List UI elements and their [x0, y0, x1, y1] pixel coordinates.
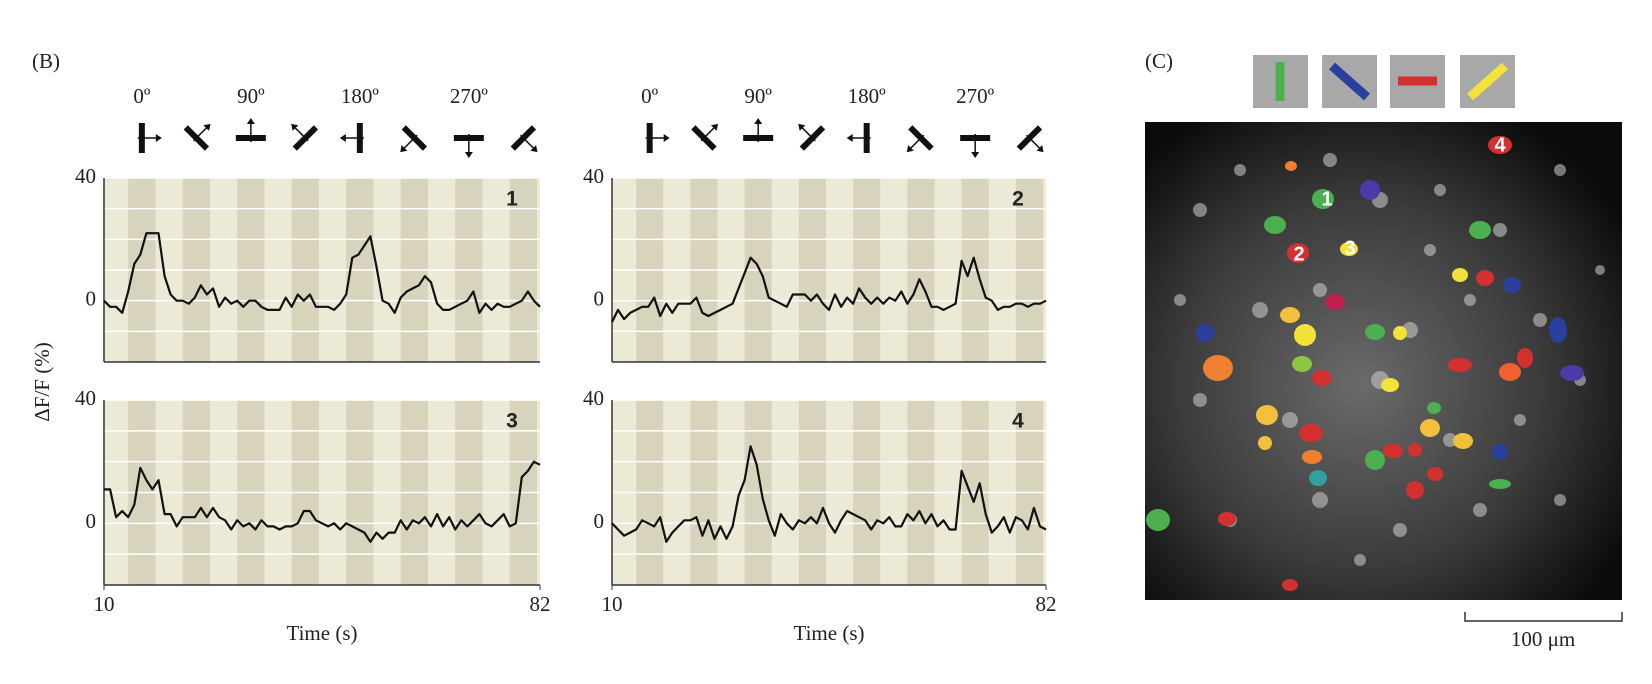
direction-label: 270º: [450, 84, 489, 108]
direction-icon: [846, 123, 871, 153]
y-tick-label: 40: [75, 164, 96, 188]
direction-icon: [510, 125, 538, 153]
direction-label: 90º: [744, 84, 772, 108]
y-tick-label: 0: [86, 286, 97, 310]
x-axis-label: Time (s): [287, 621, 358, 645]
trace: [104, 460, 541, 543]
y-tick-label: 0: [594, 286, 605, 310]
chart-title: 3: [506, 410, 518, 433]
direction-icon: [400, 125, 428, 153]
y-axis-label: ΔF/F (%): [30, 342, 54, 421]
icon-arrowhead: [846, 134, 853, 142]
chart-title: 4: [1012, 410, 1024, 433]
direction-icon: [1016, 125, 1044, 153]
panel-label: (B): [32, 49, 60, 73]
icon-arrowhead: [754, 118, 763, 124]
icon-arrowhead: [464, 152, 473, 158]
stimulus-key: [1253, 55, 1515, 108]
y-tick-label: 40: [75, 386, 96, 410]
icon-arrowhead: [798, 123, 806, 131]
direction-label: 0º: [133, 84, 151, 108]
direction-icon: [691, 123, 719, 151]
icon-arrowhead: [291, 123, 299, 131]
icon-arrowhead: [246, 118, 255, 124]
cell-label: 3: [1344, 237, 1355, 259]
trace: [103, 232, 541, 314]
cell-label: 2: [1293, 243, 1304, 265]
direction-icon: [645, 123, 670, 153]
direction-icon: [743, 118, 774, 142]
cell-label: 4: [1494, 134, 1506, 156]
icon-arrowhead: [1036, 145, 1044, 153]
x-tick-label: 82: [1036, 592, 1057, 616]
direction-label: 90º: [237, 84, 265, 108]
x-tick-label: 10: [602, 592, 623, 616]
chart-title: 2: [1012, 188, 1024, 211]
icon-arrowhead: [203, 123, 211, 131]
direction-icon: [453, 134, 484, 158]
icon-arrowhead: [400, 145, 408, 153]
direction-icon: [339, 123, 364, 153]
y-tick-label: 40: [583, 164, 604, 188]
y-tick-label: 40: [583, 386, 604, 410]
panel-label: (C): [1145, 49, 1173, 73]
direction-label: 180º: [848, 84, 887, 108]
x-tick-label: 82: [530, 592, 551, 616]
trace: [611, 256, 1047, 323]
chart-title: 1: [506, 188, 518, 211]
x-axis-label: Time (s): [794, 621, 865, 645]
direction-icon: [183, 123, 211, 151]
scale-bar-label: 100 μm: [1511, 627, 1575, 651]
icon-arrowhead: [339, 134, 346, 142]
direction-label: 270º: [956, 84, 995, 108]
direction-label: 0º: [641, 84, 659, 108]
y-tick-label: 0: [594, 509, 605, 533]
cell-label: 1: [1321, 188, 1332, 210]
direction-label: 180º: [341, 84, 380, 108]
y-tick-label: 0: [86, 509, 97, 533]
icon-arrowhead: [530, 145, 538, 153]
icon-arrowhead: [710, 123, 719, 131]
x-tick-label: 10: [94, 592, 115, 616]
direction-icon: [235, 118, 266, 142]
direction-icon: [137, 123, 162, 153]
direction-icon: [960, 134, 991, 158]
icon-arrowhead: [155, 134, 162, 142]
icon-arrowhead: [906, 145, 914, 153]
direction-icon: [291, 123, 319, 151]
micrograph: 4 1 2 3: [1145, 122, 1622, 600]
scale-bar: [1464, 612, 1623, 622]
icon-arrowhead: [971, 152, 980, 158]
direction-icon: [798, 123, 826, 151]
icon-arrowhead: [663, 134, 670, 142]
direction-icon: [906, 125, 934, 153]
trace: [611, 445, 1047, 543]
